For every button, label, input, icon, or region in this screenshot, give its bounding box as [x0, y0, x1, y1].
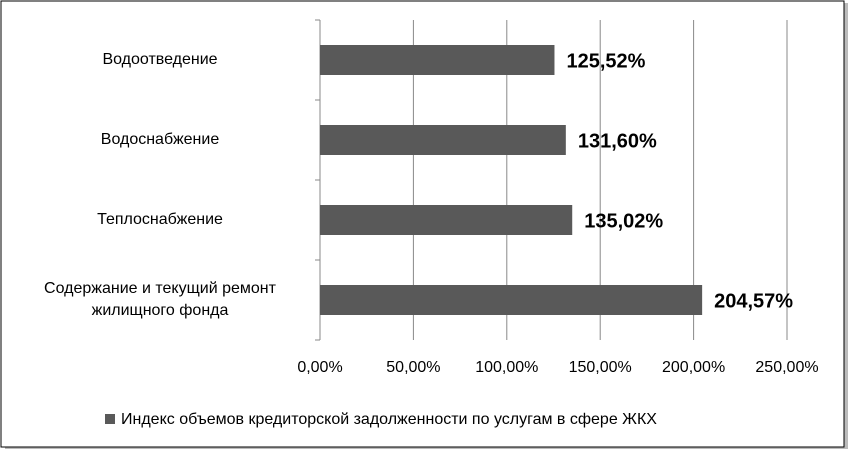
value-label: 125,52% — [566, 50, 645, 72]
y-tick-label: Содержание и текущий ремонт жилищного фо… — [44, 280, 276, 319]
value-label: 204,57% — [714, 290, 793, 312]
x-tick-label: 200,00% — [662, 359, 725, 376]
legend-label: Индекс объемов кредиторской задолженност… — [121, 411, 657, 428]
x-tick-label: 100,00% — [475, 359, 538, 376]
x-tick-label: 150,00% — [569, 359, 632, 376]
bar — [320, 205, 573, 235]
bar — [320, 285, 703, 315]
value-label: 135,02% — [584, 210, 663, 232]
y-tick-label: Водоснабжение — [100, 131, 220, 148]
legend-swatch — [105, 414, 115, 424]
bar — [320, 45, 555, 75]
x-tick-label: 250,00% — [755, 359, 818, 376]
y-tick-label: Водоотведение — [102, 51, 218, 68]
x-tick-label: 0,00% — [297, 359, 342, 376]
y-tick-label: Теплоснабжение — [97, 211, 223, 228]
bar — [320, 125, 566, 155]
value-label: 131,60% — [578, 130, 657, 152]
x-tick-label: 50,00% — [386, 359, 440, 376]
